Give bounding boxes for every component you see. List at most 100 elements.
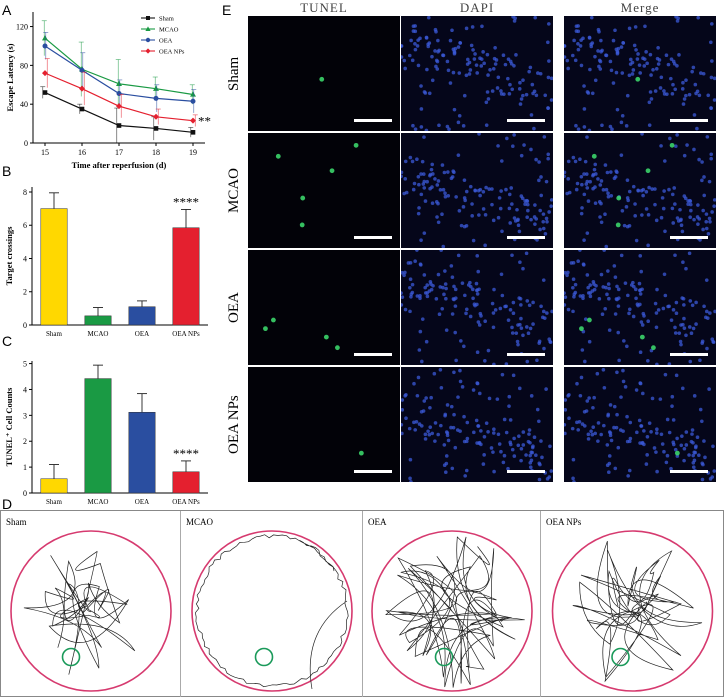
nucleus-dot bbox=[701, 208, 705, 213]
nucleus-dot bbox=[477, 287, 481, 292]
nucleus-dot bbox=[538, 227, 542, 232]
nucleus-dot bbox=[586, 285, 590, 290]
nucleus-dot bbox=[582, 238, 586, 242]
nucleus-dot bbox=[499, 89, 503, 93]
nucleus-dot bbox=[476, 269, 481, 274]
nucleus-dot bbox=[635, 57, 640, 61]
y-tick-label: 2 bbox=[23, 437, 27, 446]
nucleus-dot bbox=[425, 291, 430, 295]
nucleus-dot bbox=[407, 53, 412, 58]
nucleus-dot bbox=[528, 465, 533, 469]
nucleus-dot bbox=[603, 306, 608, 311]
nucleus-dot bbox=[587, 128, 592, 131]
nucleus-dot bbox=[680, 229, 685, 234]
nucleus-dot bbox=[615, 107, 620, 112]
nucleus-dot bbox=[619, 120, 624, 125]
nucleus-dot bbox=[430, 54, 434, 59]
nucleus-dot bbox=[460, 385, 465, 389]
nucleus-dot bbox=[663, 159, 667, 163]
nucleus-dot bbox=[599, 201, 603, 206]
nucleus-dot bbox=[410, 282, 415, 287]
nucleus-dot bbox=[671, 418, 676, 422]
nucleus-dot bbox=[463, 293, 467, 298]
nucleus-dot bbox=[673, 87, 678, 92]
nucleus-dot bbox=[428, 406, 432, 410]
nucleus-dot bbox=[458, 379, 463, 384]
nucleus-dot bbox=[493, 62, 498, 66]
significance-annotation: **** bbox=[173, 446, 199, 461]
row-label-mcao: MCAO bbox=[226, 168, 242, 214]
nucleus-dot bbox=[517, 386, 522, 391]
nucleus-dot bbox=[712, 204, 716, 208]
nucleus-dot bbox=[614, 169, 619, 173]
nucleus-dot bbox=[430, 185, 434, 189]
nucleus-dot bbox=[706, 93, 711, 98]
nucleus-dot bbox=[408, 155, 413, 160]
nucleus-dot bbox=[588, 291, 593, 295]
nucleus-dot bbox=[678, 207, 682, 212]
nucleus-dot bbox=[621, 429, 625, 433]
nucleus-dot bbox=[651, 68, 655, 72]
nucleus-dot bbox=[498, 306, 503, 311]
nucleus-dot bbox=[545, 219, 549, 224]
nucleus-dot bbox=[521, 430, 526, 434]
nucleus-dot bbox=[534, 217, 539, 221]
nucleus-dot bbox=[510, 202, 514, 206]
nucleus-dot bbox=[575, 181, 580, 186]
nucleus-dot bbox=[569, 261, 574, 265]
nucleus-dot bbox=[474, 418, 479, 423]
nucleus-dot bbox=[457, 71, 462, 75]
nucleus-dot bbox=[613, 466, 618, 471]
nucleus-dot bbox=[443, 191, 447, 195]
nucleus-dot bbox=[502, 417, 507, 422]
nucleus-dot bbox=[471, 48, 475, 52]
nucleus-dot bbox=[704, 212, 709, 216]
nucleus-dot bbox=[449, 404, 454, 409]
nucleus-dot bbox=[466, 57, 470, 62]
nucleus-dot bbox=[691, 465, 696, 469]
nucleus-dot bbox=[519, 316, 523, 321]
nucleus-dot bbox=[416, 174, 421, 179]
x-tick-label: 19 bbox=[189, 148, 197, 157]
nucleus-dot bbox=[454, 358, 458, 363]
nucleus-dot bbox=[617, 358, 621, 363]
nucleus-dot bbox=[579, 63, 584, 68]
nucleus-dot bbox=[484, 123, 489, 127]
legend-entry: OEA bbox=[141, 38, 173, 45]
nucleus-dot bbox=[549, 98, 553, 102]
nucleus-dot bbox=[645, 453, 649, 457]
nucleus-dot bbox=[646, 213, 651, 217]
nucleus-dot bbox=[508, 442, 513, 447]
x-tick-label: Sham bbox=[46, 498, 63, 506]
nucleus-dot bbox=[435, 183, 440, 187]
nucleus-dot bbox=[533, 203, 537, 207]
nucleus-dot bbox=[612, 425, 616, 430]
nucleus-dot bbox=[469, 284, 473, 289]
nucleus-dot bbox=[462, 178, 467, 182]
nucleus-dot bbox=[453, 287, 458, 292]
nucleus-dot bbox=[434, 297, 439, 301]
nucleus-dot bbox=[595, 371, 600, 376]
nucleus-dot bbox=[708, 477, 713, 481]
nucleus-dot bbox=[685, 143, 689, 147]
nucleus-dot bbox=[464, 439, 469, 444]
nucleus-dot bbox=[499, 449, 503, 454]
nucleus-dot bbox=[670, 192, 675, 197]
nucleus-dot bbox=[676, 16, 680, 21]
nucleus-dot bbox=[525, 215, 529, 219]
nucleus-dot bbox=[546, 75, 551, 80]
nucleus-dot bbox=[607, 296, 611, 301]
nucleus-dot bbox=[575, 420, 579, 425]
nucleus-dot bbox=[624, 205, 629, 209]
nucleus-dot bbox=[639, 424, 643, 428]
nucleus-dot bbox=[524, 453, 528, 457]
nucleus-dot bbox=[677, 331, 682, 335]
nucleus-dot bbox=[573, 159, 578, 164]
nucleus-dot bbox=[623, 385, 628, 389]
nucleus-dot bbox=[576, 428, 581, 432]
nucleus-dot bbox=[614, 70, 619, 75]
nucleus-dot bbox=[453, 445, 458, 450]
data-point bbox=[190, 91, 196, 97]
nucleus-dot bbox=[444, 286, 448, 291]
nucleus-dot bbox=[653, 301, 658, 306]
